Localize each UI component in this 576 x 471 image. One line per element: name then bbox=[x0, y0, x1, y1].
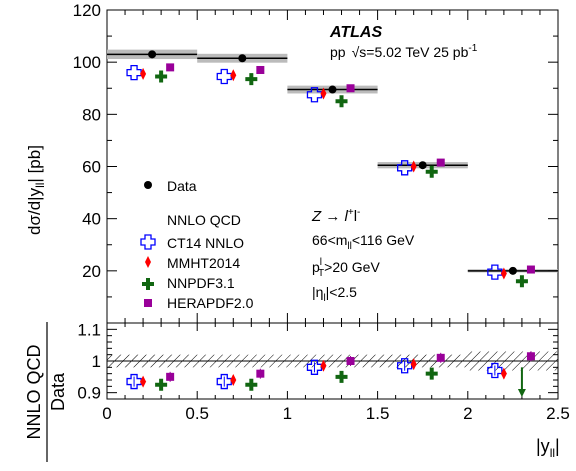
data-marks bbox=[126, 50, 535, 397]
x-tick-label: 0 bbox=[102, 404, 111, 423]
prediction-point bbox=[155, 70, 168, 83]
legend-marker-mmht bbox=[145, 256, 151, 268]
ratio-point bbox=[230, 374, 237, 386]
x-tick-label: 2.5 bbox=[546, 404, 570, 423]
ratio-y-tick-label: 0.9 bbox=[77, 384, 101, 403]
ratio-point bbox=[397, 358, 413, 374]
ratio-point bbox=[245, 378, 258, 391]
ratio-point bbox=[126, 373, 142, 390]
ratio-point bbox=[155, 378, 168, 391]
atlas-label: ATLAS bbox=[329, 24, 382, 41]
ratio-y-label-denominator: Data bbox=[48, 372, 68, 411]
ratio-point bbox=[500, 367, 507, 380]
data-point bbox=[148, 50, 157, 59]
collision-conditions: pp √s=5.02 TeV 25 pb-1 bbox=[330, 43, 478, 60]
main-y-tick-label: 60 bbox=[82, 158, 101, 177]
prediction-point bbox=[166, 63, 175, 72]
ratio-point bbox=[256, 369, 265, 378]
ratio-offscale-arrowhead bbox=[517, 389, 526, 397]
prediction-point bbox=[425, 165, 438, 178]
legend-label-hera: HERAPDF2.0 bbox=[167, 295, 254, 311]
x-tick-label: 1.5 bbox=[366, 404, 390, 423]
process-label: Z → l+l- bbox=[311, 207, 360, 225]
prediction-point bbox=[515, 275, 528, 288]
legend-label-nnpdf: NNPDF3.1 bbox=[167, 275, 235, 291]
legend-header: NNLO QCD bbox=[167, 212, 241, 228]
y-axis-label-main: dσ/d|yll| [pb] bbox=[25, 145, 47, 235]
prediction-point bbox=[245, 73, 258, 86]
legend-marker-hera bbox=[144, 299, 152, 307]
prediction-point bbox=[216, 68, 232, 85]
legend-marker-data bbox=[144, 181, 152, 189]
ratio-point bbox=[410, 358, 417, 371]
ratio-point bbox=[320, 359, 327, 372]
data-point bbox=[418, 161, 427, 170]
prediction-point bbox=[487, 264, 503, 280]
cut-pt: pl T>20 GeV bbox=[312, 257, 380, 279]
prediction-point bbox=[335, 95, 348, 108]
ratio-y-tick-label: 1 bbox=[92, 352, 101, 371]
main-y-tick-label: 20 bbox=[82, 262, 101, 281]
prediction-point bbox=[500, 267, 507, 280]
legend-label-ct14: CT14 NNLO bbox=[167, 235, 244, 251]
ratio-point bbox=[216, 373, 232, 390]
ratio-y-tick-label: 1.1 bbox=[77, 320, 101, 339]
legend-marker-nnpdf bbox=[142, 278, 154, 290]
x-axis-label: |yll| bbox=[536, 436, 560, 460]
ratio-point bbox=[335, 370, 348, 383]
ratio-point bbox=[436, 353, 445, 362]
ratio-point bbox=[526, 352, 535, 361]
main-y-tick-label: 40 bbox=[82, 210, 101, 229]
prediction-point bbox=[346, 84, 355, 93]
main-y-tick-label: 120 bbox=[73, 1, 101, 20]
data-point bbox=[508, 266, 517, 275]
prediction-point bbox=[230, 69, 237, 82]
data-point bbox=[238, 54, 247, 63]
ratio-uncertainty-bands bbox=[107, 351, 558, 371]
ratio-y-label-numerator: NNLO QCD bbox=[24, 344, 44, 439]
prediction-point bbox=[436, 158, 445, 167]
prediction-point bbox=[140, 67, 147, 80]
legend-label-data: Data bbox=[167, 178, 197, 194]
ratio-point bbox=[425, 367, 438, 380]
data-point bbox=[328, 85, 337, 94]
cut-mass: 66<mll<116 GeV bbox=[312, 232, 415, 252]
legend: Data NNLO QCD CT14 NNLO MMHT2014 NNPDF3.… bbox=[140, 178, 254, 311]
main-y-tick-label: 80 bbox=[82, 105, 101, 124]
cut-eta: |ηl|<2.5 bbox=[312, 284, 357, 304]
main-y-tick-label: 100 bbox=[73, 53, 101, 72]
x-tick-label: 2 bbox=[463, 404, 472, 423]
prediction-point bbox=[306, 87, 323, 103]
prediction-point bbox=[397, 160, 413, 176]
ratio-point bbox=[306, 359, 323, 375]
x-tick-label: 0.5 bbox=[185, 404, 209, 423]
prediction-point bbox=[320, 87, 327, 100]
legend-label-mmht: MMHT2014 bbox=[167, 255, 240, 271]
prediction-point bbox=[256, 65, 265, 74]
prediction-point bbox=[526, 265, 535, 274]
legend-marker-ct14 bbox=[140, 234, 156, 250]
axes: 20 40 60 80 100 120 0.9 1 1.1 0 0.5 1 1.5 2 2.5 bbox=[73, 1, 570, 423]
x-tick-label: 1 bbox=[283, 404, 292, 423]
ratio-point bbox=[166, 372, 175, 381]
prediction-point bbox=[410, 160, 417, 173]
ratio-point bbox=[346, 357, 355, 365]
ratio-point bbox=[140, 375, 147, 388]
ratio-point bbox=[487, 362, 503, 379]
prediction-point bbox=[126, 64, 142, 81]
